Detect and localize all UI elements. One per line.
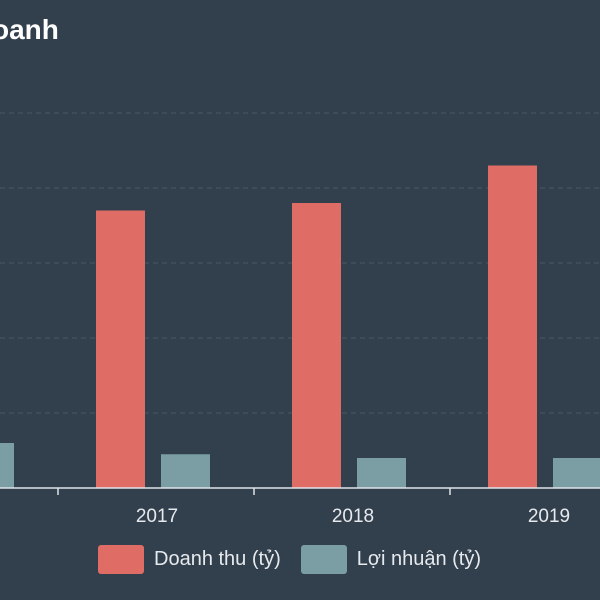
bar-revenue-2019 bbox=[488, 165, 537, 488]
bar-chart: 2017 2018 2019 bbox=[0, 112, 600, 527]
legend-item-profit[interactable]: Lợi nhuận (tỷ) bbox=[300, 545, 482, 574]
x-tick-label: 2019 bbox=[528, 506, 570, 527]
bar-profit-2018 bbox=[357, 458, 406, 488]
x-tick-label: 2017 bbox=[136, 506, 178, 527]
chart-legend: Doanh thu (tỷ) Lợi nhuận (tỷ) bbox=[98, 545, 501, 574]
bar-revenue-2018 bbox=[292, 203, 341, 488]
chart-title: oanh bbox=[0, 14, 59, 45]
legend-item-revenue[interactable]: Doanh thu (tỷ) bbox=[98, 545, 281, 574]
legend-label-revenue: Doanh thu (tỷ) bbox=[154, 548, 281, 570]
x-tick-label: 2018 bbox=[332, 506, 374, 527]
legend-label-profit: Lợi nhuận (tỷ) bbox=[356, 548, 482, 570]
bar-revenue-2017 bbox=[96, 210, 145, 488]
bar-profit-partial bbox=[0, 443, 14, 488]
legend-swatch-revenue bbox=[98, 545, 144, 574]
bar-profit-2019 bbox=[553, 458, 600, 488]
bar-profit-2017 bbox=[161, 454, 210, 488]
legend-swatch-profit bbox=[300, 545, 347, 574]
